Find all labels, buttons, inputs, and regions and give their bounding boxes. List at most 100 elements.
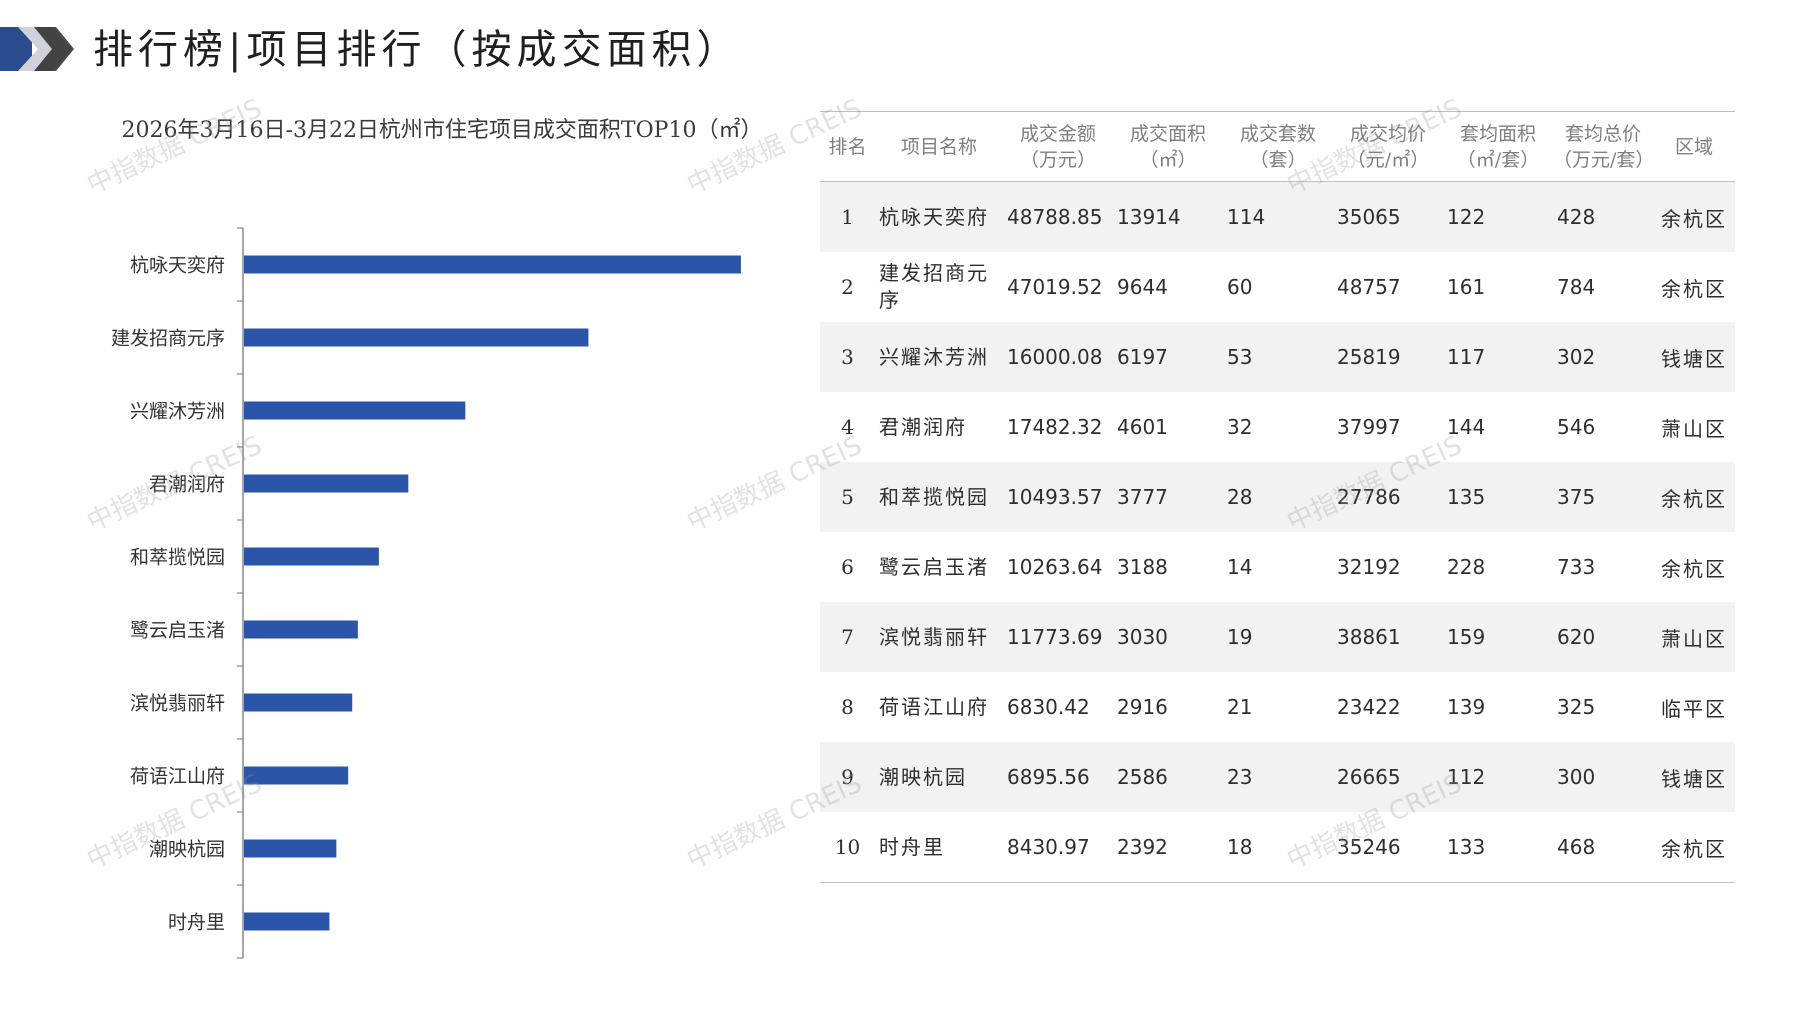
table-cell: 3 bbox=[820, 322, 875, 392]
table-row: 9 潮映杭园 6895.56 2586 23 26665 112 300 钱塘区 bbox=[820, 742, 1735, 812]
bar bbox=[244, 912, 330, 931]
bar bbox=[244, 474, 409, 493]
table-cell: 鹭云启玉渚 bbox=[879, 554, 989, 579]
table-cell: 159 bbox=[1443, 602, 1553, 672]
table-cell: 16000.08 bbox=[1003, 322, 1113, 392]
bar bbox=[244, 766, 349, 785]
table-cell: 兴耀沐芳洲 bbox=[875, 322, 1003, 392]
ranking-table: 排名 项目名称 成交金额（万元） 成交面积（㎡） 成交套数（套） 成交均价（元/㎡） 套均面… bbox=[820, 111, 1735, 883]
bar-chart: 杭咏天奕府建发招商元序兴耀沐芳洲君潮润府和萃揽悦园鹭云启玉渚滨悦翡丽轩荷语江山府… bbox=[111, 227, 741, 959]
table-cell: 620 bbox=[1553, 602, 1653, 672]
table-cell: 11773.69 bbox=[1003, 602, 1113, 672]
table-cell: 28 bbox=[1223, 462, 1333, 532]
table-cell: 潮映杭园 bbox=[875, 742, 1003, 812]
table-cell: 1 bbox=[820, 181, 875, 252]
table-cell: 122 bbox=[1443, 181, 1553, 252]
table-cell: 23 bbox=[1223, 742, 1333, 812]
table-cell: 60 bbox=[1227, 275, 1253, 299]
page-title: 排行榜|项目排行（按成交面积） bbox=[93, 27, 742, 73]
table-cell: 4601 bbox=[1117, 415, 1168, 439]
table-row: 10 时舟里 8430.97 2392 18 35246 133 468 余杭区 bbox=[820, 812, 1735, 883]
table-cell: 468 bbox=[1553, 812, 1653, 883]
column-header: 成交均价（元/㎡） bbox=[1333, 111, 1443, 182]
bar bbox=[244, 401, 466, 420]
table-cell: 135 bbox=[1443, 462, 1553, 532]
table-cell: 余杭区 bbox=[1653, 812, 1735, 883]
table-cell: 48757 bbox=[1337, 275, 1401, 299]
table-row: 6 鹭云启玉渚 10263.64 3188 14 32192 228 733 余杭区 bbox=[820, 532, 1735, 602]
category-label: 荷语江山府 bbox=[130, 766, 225, 788]
table-cell: 784 bbox=[1557, 275, 1596, 299]
table-cell: 21 bbox=[1227, 695, 1253, 719]
table-row: 5 和萃揽悦园 10493.57 3777 28 27786 135 375 余杭区 bbox=[820, 462, 1735, 532]
bar bbox=[244, 693, 353, 712]
table-cell: 27786 bbox=[1333, 462, 1443, 532]
table-cell: 133 bbox=[1443, 812, 1553, 883]
table-cell: 萧山区 bbox=[1653, 602, 1735, 672]
bar bbox=[244, 255, 741, 274]
table-cell: 114 bbox=[1223, 181, 1333, 252]
table-cell: 余杭区 bbox=[1661, 276, 1727, 301]
table-cell: 32192 bbox=[1337, 555, 1401, 579]
table-cell: 18 bbox=[1223, 812, 1333, 883]
table-cell: 2586 bbox=[1113, 742, 1223, 812]
column-header: 套均面积（㎡/套） bbox=[1443, 111, 1553, 182]
table-cell: 13914 bbox=[1113, 181, 1223, 252]
table-cell: 3030 bbox=[1113, 602, 1223, 672]
table-row: 7 滨悦翡丽轩 11773.69 3030 19 38861 159 620 萧山区 bbox=[820, 602, 1735, 672]
category-label: 滨悦翡丽轩 bbox=[130, 693, 225, 715]
table-cell: 8 bbox=[841, 695, 854, 719]
bar bbox=[244, 547, 379, 566]
table-row: 4 君潮润府 17482.32 4601 32 37997 144 546 萧山区 bbox=[820, 392, 1735, 462]
table-cell: 325 bbox=[1557, 695, 1596, 719]
table-cell: 228 bbox=[1447, 555, 1486, 579]
table-cell: 10 bbox=[820, 812, 875, 883]
table-row: 2 建发招商元序 47019.52 9644 60 48757 161 784 余杭区 bbox=[820, 252, 1735, 322]
table-cell: 杭咏天奕府 bbox=[875, 181, 1003, 252]
table-cell: 钱塘区 bbox=[1653, 742, 1735, 812]
table-cell: 5 bbox=[820, 462, 875, 532]
table-cell: 2 bbox=[841, 275, 854, 299]
table-header-row: 排名 项目名称 成交金额（万元） 成交面积（㎡） 成交套数（套） 成交均价（元/㎡） 套均面… bbox=[820, 111, 1735, 182]
table-cell: 32 bbox=[1227, 415, 1253, 439]
table-cell: 时舟里 bbox=[875, 812, 1003, 883]
table-cell: 38861 bbox=[1333, 602, 1443, 672]
table-cell: 302 bbox=[1553, 322, 1653, 392]
category-label: 时舟里 bbox=[168, 912, 225, 934]
table-cell: 萧山区 bbox=[1661, 416, 1727, 441]
column-header: 套均总价（万元/套） bbox=[1553, 111, 1654, 182]
table-cell: 10493.57 bbox=[1003, 462, 1113, 532]
table-cell: 26665 bbox=[1333, 742, 1443, 812]
table-cell: 48788.85 bbox=[1003, 181, 1113, 252]
table-cell: 546 bbox=[1557, 415, 1596, 439]
bar bbox=[244, 839, 337, 858]
column-header: 成交面积（㎡） bbox=[1113, 111, 1223, 182]
table-cell: 君潮润府 bbox=[879, 414, 967, 439]
table-cell: 139 bbox=[1447, 695, 1486, 719]
table-cell: 2916 bbox=[1117, 695, 1168, 719]
table-cell: 9 bbox=[820, 742, 875, 812]
table-cell: 25819 bbox=[1333, 322, 1443, 392]
table-cell: 3777 bbox=[1113, 462, 1223, 532]
column-header: 成交金额（万元） bbox=[1003, 111, 1113, 182]
table-cell: 161 bbox=[1447, 275, 1486, 299]
category-label: 鹭云启玉渚 bbox=[130, 620, 225, 642]
table-cell: 建发招商元序 bbox=[879, 261, 989, 312]
table-body: 1 杭咏天奕府 48788.85 13914 114 35065 122 428 余杭区 2 建发招… bbox=[820, 181, 1735, 883]
table-cell: 300 bbox=[1553, 742, 1653, 812]
table-cell: 10263.64 bbox=[1007, 555, 1103, 579]
table-cell: 9644 bbox=[1117, 275, 1168, 299]
table-cell: 余杭区 bbox=[1661, 556, 1727, 581]
table-cell: 临平区 bbox=[1661, 696, 1727, 721]
column-header: 区域 bbox=[1653, 111, 1735, 182]
column-header: 成交套数（套） bbox=[1223, 111, 1333, 182]
table-cell: 7 bbox=[820, 602, 875, 672]
table-cell: 117 bbox=[1443, 322, 1553, 392]
table-cell: 3188 bbox=[1117, 555, 1168, 579]
ranking-table-container: 排名 项目名称 成交金额（万元） 成交面积（㎡） 成交套数（套） 成交均价（元/㎡） 套均面… bbox=[820, 111, 1735, 883]
brand-logo bbox=[0, 27, 74, 71]
table-cell: 35246 bbox=[1333, 812, 1443, 883]
bar bbox=[244, 620, 358, 639]
table-cell: 37997 bbox=[1337, 415, 1401, 439]
column-header: 项目名称 bbox=[875, 111, 1003, 182]
